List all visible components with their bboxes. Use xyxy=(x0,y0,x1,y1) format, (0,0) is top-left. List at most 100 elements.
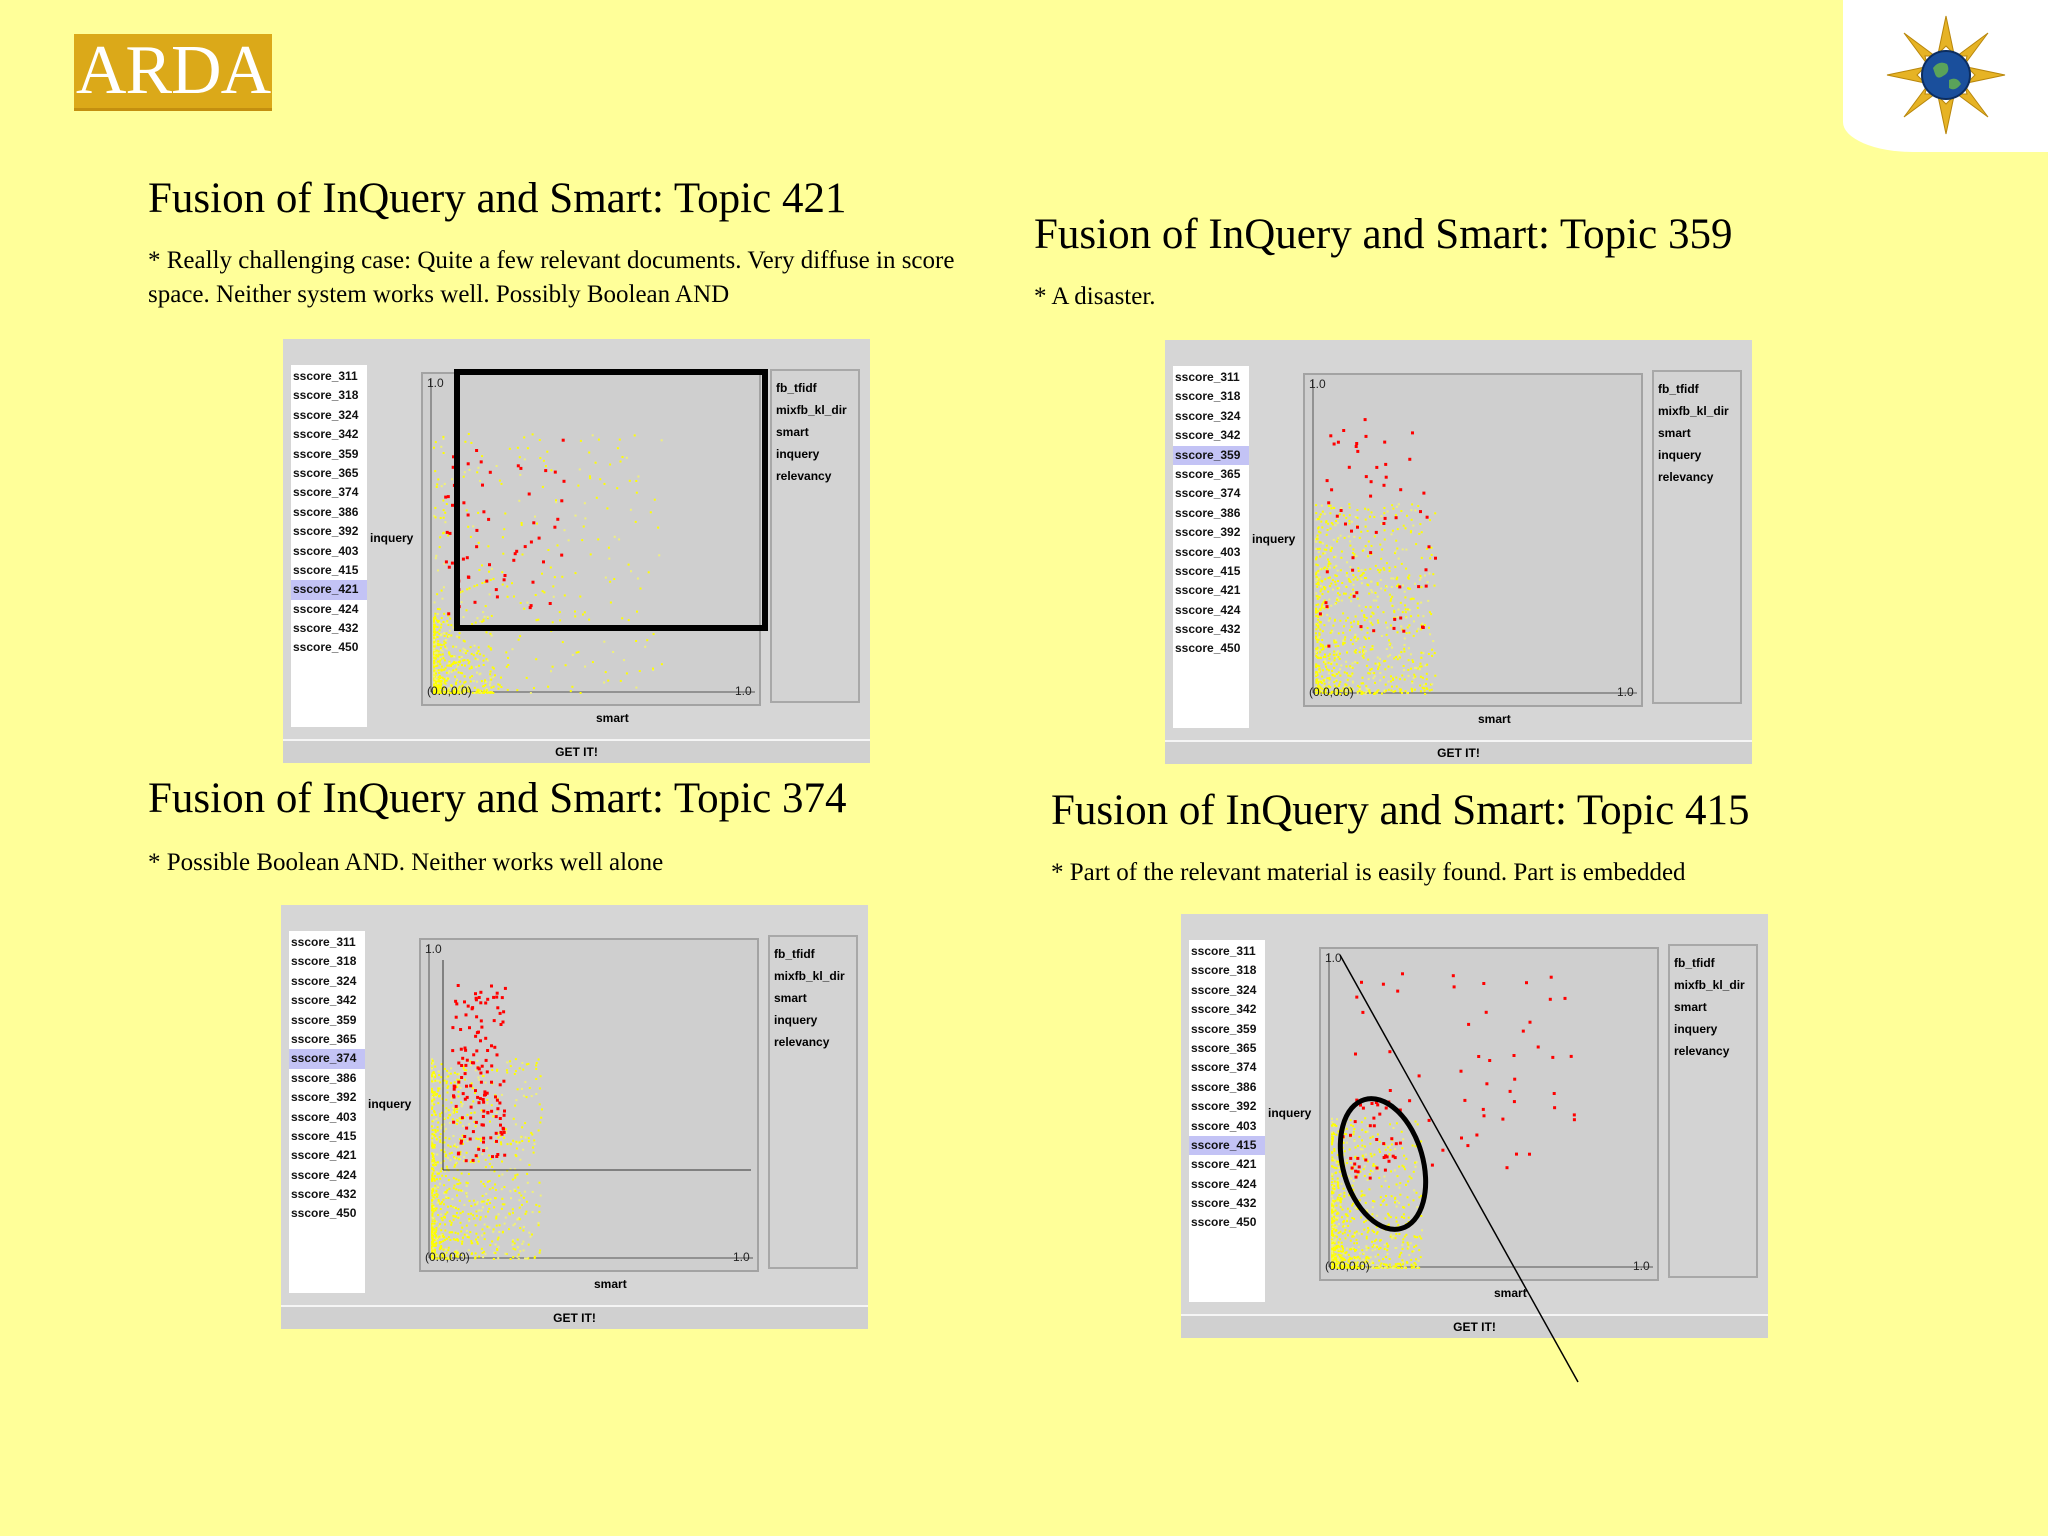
topic-list-item[interactable]: sscore_374 xyxy=(289,1049,365,1069)
series-item[interactable]: smart xyxy=(1658,426,1691,440)
topic-list-item[interactable]: sscore_450 xyxy=(293,640,359,655)
topic-list-item[interactable]: sscore_392 xyxy=(1175,525,1241,540)
topic-list-item[interactable]: sscore_324 xyxy=(1191,982,1257,997)
topic-list-item[interactable]: sscore_403 xyxy=(1191,1118,1257,1133)
topic-list-item[interactable]: sscore_386 xyxy=(1175,505,1241,520)
topic-list-item[interactable]: sscore_342 xyxy=(1191,1002,1257,1017)
series-item[interactable]: mixfb_kl_dir xyxy=(776,403,847,417)
series-item[interactable]: fb_tfidf xyxy=(776,381,817,395)
topic-list[interactable]: sscore_311 sscore_318 sscore_324 sscore_342… xyxy=(1189,940,1265,1302)
series-item[interactable]: fb_tfidf xyxy=(1658,382,1699,396)
topic-list[interactable]: sscore_311 sscore_318 sscore_324 sscore_342… xyxy=(291,365,367,727)
topic-list-item[interactable]: sscore_424 xyxy=(1191,1176,1257,1191)
series-item[interactable]: smart xyxy=(774,991,807,1005)
topic-list-item[interactable]: sscore_450 xyxy=(1191,1215,1257,1230)
series-item[interactable]: inquery xyxy=(774,1013,818,1027)
topic-list-item[interactable]: sscore_403 xyxy=(291,1109,357,1124)
get-it-button[interactable]: GET IT! xyxy=(1165,740,1752,764)
series-item[interactable]: fb_tfidf xyxy=(1674,956,1715,970)
series-item[interactable]: smart xyxy=(1674,1000,1707,1014)
topic-list-item[interactable]: sscore_318 xyxy=(291,954,357,969)
series-item[interactable]: relevancy xyxy=(1658,470,1714,484)
topic-list-item[interactable]: sscore_318 xyxy=(293,388,359,403)
topic-list-item[interactable]: sscore_403 xyxy=(293,543,359,558)
series-item[interactable]: smart xyxy=(776,425,809,439)
topic-list-item[interactable]: sscore_421 xyxy=(1191,1157,1257,1172)
topic-list-item[interactable]: sscore_342 xyxy=(1175,428,1241,443)
topic-list-item[interactable]: sscore_374 xyxy=(293,485,359,500)
topic-list-item[interactable]: sscore_324 xyxy=(293,407,359,422)
topic-list-item[interactable]: sscore_359 xyxy=(1173,445,1249,465)
topic-list-item[interactable]: sscore_318 xyxy=(1175,389,1241,404)
topic-list-item[interactable]: sscore_365 xyxy=(293,465,359,480)
topic-list-item[interactable]: sscore_424 xyxy=(291,1167,357,1182)
topic-list-item[interactable]: sscore_374 xyxy=(1191,1060,1257,1075)
topic-list-item[interactable]: sscore_324 xyxy=(291,973,357,988)
series-item[interactable]: inquery xyxy=(776,447,820,461)
series-item[interactable]: mixfb_kl_dir xyxy=(1658,404,1729,418)
series-item[interactable]: relevancy xyxy=(774,1035,830,1049)
get-it-button[interactable]: GET IT! xyxy=(1181,1314,1768,1338)
topic-list-item[interactable]: sscore_365 xyxy=(291,1031,357,1046)
topic-list-item[interactable]: sscore_359 xyxy=(291,1012,357,1027)
series-item[interactable]: mixfb_kl_dir xyxy=(1674,978,1745,992)
topic-list-item[interactable]: sscore_392 xyxy=(291,1090,357,1105)
topic-list-item[interactable]: sscore_359 xyxy=(1191,1021,1257,1036)
topic-list[interactable]: sscore_311 sscore_318 sscore_324 sscore_342… xyxy=(1173,366,1249,728)
series-item[interactable]: inquery xyxy=(1674,1022,1718,1036)
topic-list-item[interactable]: sscore_403 xyxy=(1175,544,1241,559)
topic-list-item[interactable]: sscore_450 xyxy=(291,1206,357,1221)
topic-list-item[interactable]: sscore_415 xyxy=(1189,1135,1265,1156)
topic-list-item[interactable]: sscore_311 xyxy=(291,935,356,949)
series-item[interactable]: fb_tfidf xyxy=(774,947,815,961)
topic-list-item[interactable]: sscore_311 xyxy=(1191,944,1256,958)
topic-list-item[interactable]: sscore_432 xyxy=(291,1187,357,1202)
topic-list-item[interactable]: sscore_365 xyxy=(1191,1040,1257,1055)
series-item[interactable]: relevancy xyxy=(1674,1044,1730,1058)
y-max-tick: 1.0 xyxy=(1309,377,1326,391)
series-item[interactable]: mixfb_kl_dir xyxy=(774,969,845,983)
topic-list-item[interactable]: sscore_386 xyxy=(291,1070,357,1085)
topic-list-item[interactable]: sscore_432 xyxy=(293,621,359,636)
topic-list-item[interactable]: sscore_421 xyxy=(291,580,367,600)
topic-list-item[interactable]: sscore_432 xyxy=(1191,1196,1257,1211)
topic-list-item[interactable]: sscore_386 xyxy=(293,504,359,519)
topic-list-item[interactable]: sscore_324 xyxy=(1175,408,1241,423)
score-scatter-plot[interactable]: 1.0 (0.0,0.0) 1.0 xyxy=(421,372,761,706)
topic-list-item[interactable]: sscore_415 xyxy=(291,1128,357,1143)
topic-list-item[interactable]: sscore_374 xyxy=(1175,486,1241,501)
topic-list-item[interactable]: sscore_421 xyxy=(291,1148,357,1163)
score-scatter-plot[interactable]: 1.0 (0.0,0.0) 1.0 xyxy=(419,938,759,1272)
topic-list[interactable]: sscore_311 sscore_318 sscore_324 sscore_342… xyxy=(289,931,365,1293)
topic-list-item[interactable]: sscore_359 xyxy=(293,446,359,461)
series-item[interactable]: relevancy xyxy=(776,469,832,483)
topic-list-item[interactable]: sscore_415 xyxy=(293,562,359,577)
topic-list-item[interactable]: sscore_311 xyxy=(293,369,358,383)
topic-list-item[interactable]: sscore_365 xyxy=(1175,466,1241,481)
topic-list-item[interactable]: sscore_386 xyxy=(1191,1079,1257,1094)
topic-list-item[interactable]: sscore_392 xyxy=(293,524,359,539)
get-it-button[interactable]: GET IT! xyxy=(281,1305,868,1329)
topic-list-item[interactable]: sscore_432 xyxy=(1175,622,1241,637)
topic-list-item[interactable]: sscore_342 xyxy=(291,993,357,1008)
topic-list-item[interactable]: sscore_392 xyxy=(1191,1099,1257,1114)
topic-list-item[interactable]: sscore_318 xyxy=(1191,963,1257,978)
score-scatter-plot[interactable]: 1.0 (0.0,0.0) 1.0 xyxy=(1319,947,1659,1281)
y-max-tick: 1.0 xyxy=(427,376,444,390)
series-item[interactable]: inquery xyxy=(1658,448,1702,462)
topic-list-item[interactable]: sscore_424 xyxy=(293,601,359,616)
topic-list-item[interactable]: sscore_415 xyxy=(1175,563,1241,578)
x-axis-label: smart xyxy=(596,711,629,725)
get-it-button[interactable]: GET IT! xyxy=(283,739,870,763)
topic-list-item[interactable]: sscore_311 xyxy=(1175,370,1240,384)
fusion-viewer-374: sscore_311 sscore_318 sscore_324 sscore_342… xyxy=(281,905,868,1329)
topic-list-item[interactable]: sscore_450 xyxy=(1175,641,1241,656)
topic-list-item[interactable]: sscore_342 xyxy=(293,427,359,442)
topic-list-item[interactable]: sscore_421 xyxy=(1175,583,1241,598)
topic-list-item[interactable]: sscore_424 xyxy=(1175,602,1241,617)
score-scatter-plot[interactable]: 1.0 (0.0,0.0) 1.0 xyxy=(1303,373,1643,707)
